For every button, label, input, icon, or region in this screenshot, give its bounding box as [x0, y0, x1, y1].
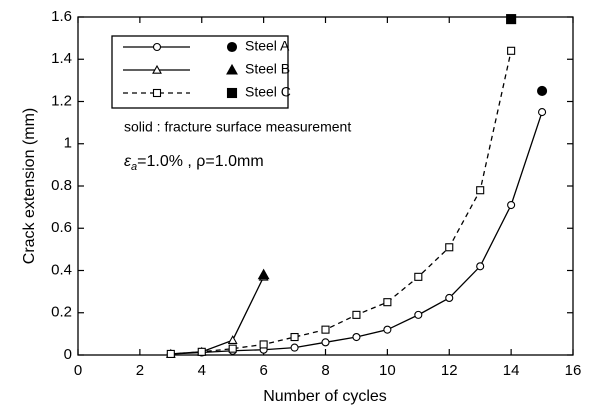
marker	[537, 85, 548, 96]
marker	[445, 243, 454, 252]
marker	[538, 108, 547, 117]
legend-label: Steel A	[245, 38, 290, 54]
legend-marker	[152, 42, 162, 52]
marker	[476, 262, 485, 271]
annotation-condition: εa=1.0% , ρ=1.0mm	[124, 153, 264, 173]
x-tick-label: 8	[321, 362, 329, 379]
marker	[507, 46, 516, 55]
series-line	[170, 50, 512, 355]
annotation-rest: =1.0% , ρ=1.0mm	[137, 153, 264, 170]
marker	[166, 349, 175, 358]
annotation-subscript: a	[131, 161, 137, 173]
x-tick-label: 0	[74, 362, 82, 379]
legend-marker	[152, 88, 162, 98]
marker	[290, 332, 299, 342]
marker	[445, 293, 454, 303]
y-tick-label: 0.2	[51, 304, 72, 321]
legend-label: Steel C	[245, 84, 291, 100]
annotation-symbol: ε	[124, 153, 132, 170]
marker	[383, 298, 392, 307]
marker	[352, 332, 361, 342]
marker	[352, 310, 361, 319]
marker	[383, 325, 392, 334]
y-tick-label: 1.4	[51, 50, 72, 67]
x-tick-label: 10	[379, 362, 396, 379]
marker	[414, 310, 423, 319]
marker	[257, 268, 270, 280]
x-tick-label: 12	[441, 362, 458, 379]
legend-marker-filled	[226, 41, 238, 53]
y-tick-label: 1.6	[51, 8, 72, 25]
y-tick-label: 0	[64, 346, 72, 363]
marker	[321, 338, 330, 347]
x-tick-label: 16	[565, 362, 582, 379]
marker	[414, 272, 423, 281]
y-tick-label: 0.6	[51, 219, 72, 236]
annotation-note: solid : fracture surface measurement	[124, 119, 351, 135]
marker	[228, 344, 237, 353]
legend-label: Steel B	[245, 61, 290, 77]
x-axis-label: Number of cycles	[263, 388, 387, 405]
marker	[227, 335, 238, 344]
marker	[290, 343, 299, 352]
marker	[506, 14, 517, 25]
legend-marker	[152, 64, 162, 74]
y-tick-label: 0.8	[51, 177, 72, 194]
marker	[321, 325, 330, 334]
y-tick-label: 0.4	[51, 261, 72, 278]
y-tick-label: 1.2	[51, 92, 72, 109]
series-line	[170, 276, 265, 355]
y-axis-label: Crack extension (mm)	[21, 108, 38, 264]
legend-box	[111, 35, 289, 109]
x-tick-label: 4	[198, 362, 206, 379]
marker	[507, 200, 516, 210]
marker	[259, 340, 268, 349]
x-tick-label: 14	[503, 362, 520, 379]
x-tick-label: 2	[136, 362, 144, 379]
legend-marker-filled	[226, 63, 238, 75]
marker	[476, 186, 485, 195]
legend-marker-filled	[226, 87, 238, 99]
marker	[197, 347, 206, 356]
y-tick-label: 1	[64, 135, 72, 152]
x-tick-label: 6	[259, 362, 267, 379]
